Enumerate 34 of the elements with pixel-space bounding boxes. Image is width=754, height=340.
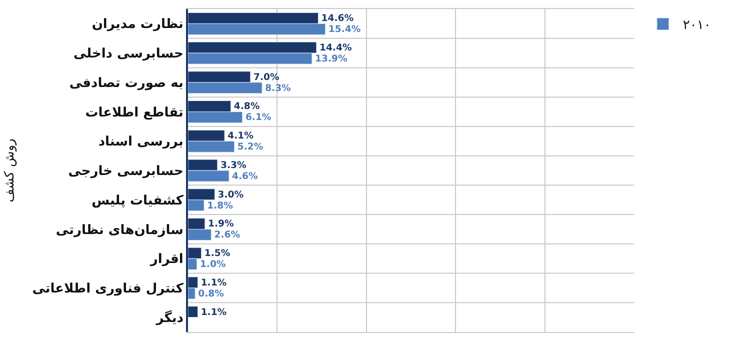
data-label: 5.2% (237, 142, 264, 153)
legend-label: ۲۰۱۰ (682, 18, 711, 34)
y-tick-label: اقرار (149, 252, 184, 268)
data-label: 4.1% (228, 130, 254, 142)
y-tick-label: کشفیات پلیس (92, 193, 184, 208)
data-label: 8.3% (265, 82, 292, 94)
data-label: 4.8% (234, 101, 260, 112)
y-tick-label: حسابرسی داخلی (74, 46, 184, 62)
data-label: 1.9% (208, 218, 234, 230)
y-axis-title: روش کشف (2, 138, 18, 202)
data-label: 13.9% (315, 54, 348, 65)
y-tick-label: نظارت مدیران (92, 17, 184, 32)
data-label: 1.0% (200, 259, 226, 270)
y-tick-label: تقاطع اطلاعات (85, 105, 184, 120)
y-tick-label: حسابرسی خارجی (68, 164, 184, 180)
data-label: 1.1% (200, 277, 228, 288)
data-label: 4.6% (232, 170, 259, 182)
data-label: 15.4% (328, 24, 362, 36)
data-label: 14.4% (319, 42, 352, 54)
y-tick-label: کنترل فناوری اطلاعاتی (32, 282, 184, 296)
data-label: 1.5% (204, 248, 231, 260)
y-tick-label: بررسی اسناد (98, 134, 184, 150)
data-label: 1.1% (200, 306, 228, 318)
data-label: 0.8% (198, 288, 225, 300)
data-label: 6.1% (245, 112, 272, 124)
data-label: 7.0% (253, 72, 280, 83)
data-label: 3.3% (220, 160, 247, 171)
y-tick-label: به صورت تصادفی (69, 76, 184, 91)
y-tick-label: سازمان‌های نظارتی (56, 222, 184, 238)
data-label: 1.8% (207, 200, 234, 212)
data-label: 2.6% (214, 230, 241, 241)
data-label: 14.6% (321, 13, 354, 24)
data-label: 3.0% (218, 189, 244, 200)
y-tick-label: دیگر (155, 310, 184, 326)
